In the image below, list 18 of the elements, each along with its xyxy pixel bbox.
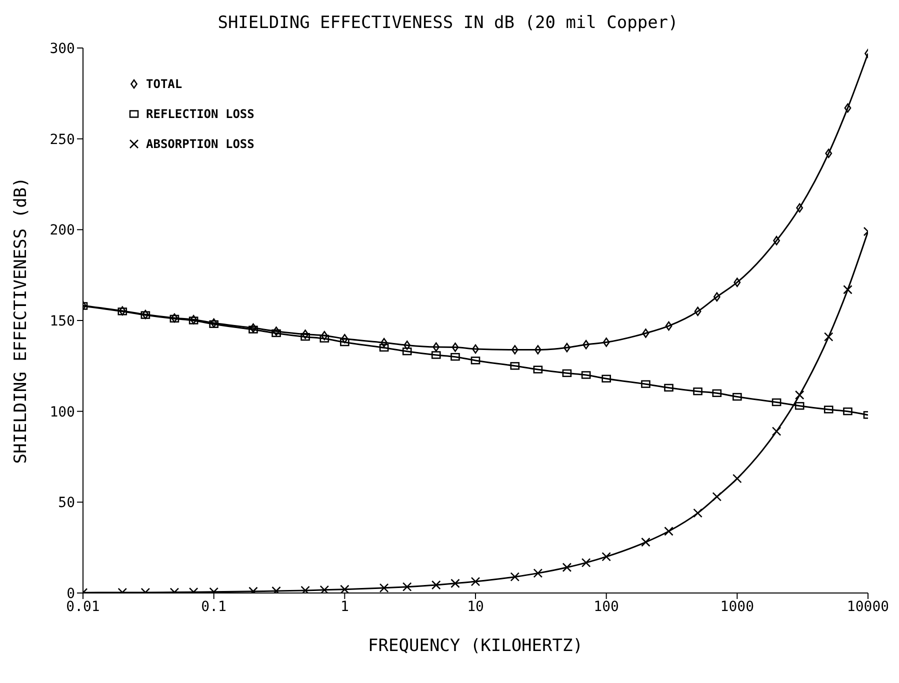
y-tick-label: 50 — [58, 495, 75, 512]
legend-label: REFLECTION LOSS — [146, 107, 254, 121]
y-tick-label: 250 — [50, 132, 75, 148]
x-tick-label: 10 — [467, 598, 484, 615]
x-tick-label: 1000 — [720, 598, 754, 615]
legend-label: TOTAL — [146, 77, 182, 91]
y-axis-title: SHIELDING EFFECTIVENESS (dB) — [11, 177, 32, 464]
x-axis-title: FREQUENCY (KILOHERTZ) — [368, 636, 583, 656]
x-tick-label: 1 — [340, 598, 349, 615]
x-tick-label: 10000 — [846, 598, 890, 615]
y-tick-label: 200 — [50, 222, 75, 239]
x-tick-label: 0.1 — [201, 598, 226, 615]
legend-label: ABSORPTION LOSS — [146, 137, 254, 151]
y-tick-label: 150 — [50, 313, 75, 330]
y-tick-label: 300 — [50, 40, 75, 57]
x-tick-label: 100 — [594, 598, 619, 615]
chart-title: SHIELDING EFFECTIVENESS IN dB (20 mil Copper) — [216, 12, 680, 35]
y-tick-label: 100 — [50, 404, 75, 420]
